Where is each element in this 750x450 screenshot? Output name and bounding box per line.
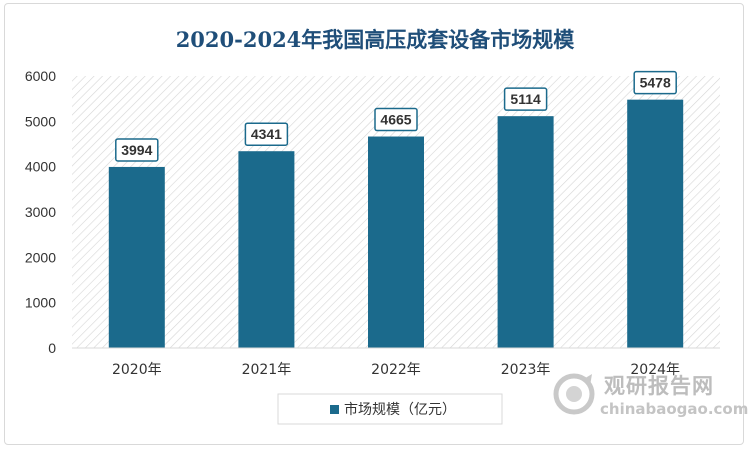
watermark-logo-icon xyxy=(553,373,595,415)
x-tick-label: 2024年 xyxy=(630,362,680,378)
y-tick-label: 1000 xyxy=(25,295,56,311)
bar-2020年 xyxy=(108,166,165,348)
data-label-text: 4665 xyxy=(380,112,411,128)
y-tick-label: 4000 xyxy=(25,159,56,175)
data-label-text: 5478 xyxy=(640,75,671,91)
data-label: 5114 xyxy=(503,87,548,111)
data-label-text: 5114 xyxy=(510,91,541,107)
y-tick-label: 2000 xyxy=(25,249,56,265)
y-tick-label: 0 xyxy=(48,340,56,356)
watermark-text-en: chinabaogao.com xyxy=(600,400,749,418)
watermark: 观研报告网 chinabaogao.com xyxy=(548,370,748,426)
legend-swatch xyxy=(330,405,339,414)
chart-title: 2020-2024年我国高压成套设备市场规模 xyxy=(175,27,575,52)
data-label: 4665 xyxy=(374,107,418,132)
data-label: 5478 xyxy=(633,70,677,95)
bar-2022年 xyxy=(368,136,424,348)
data-label-box xyxy=(374,107,418,132)
legend-box xyxy=(277,393,503,425)
data-label-box xyxy=(633,70,677,95)
data-label: 3994 xyxy=(115,138,159,162)
bar-2024年 xyxy=(627,99,684,348)
data-label-box xyxy=(115,138,159,162)
bar-2023年 xyxy=(497,116,554,348)
x-tick-label: 2023年 xyxy=(501,362,551,378)
data-label-box xyxy=(503,87,548,111)
y-tick-label: 3000 xyxy=(25,204,56,220)
x-tick-label: 2020年 xyxy=(112,362,162,378)
x-tick-label: 2021年 xyxy=(242,362,292,378)
data-label-text: 4341 xyxy=(251,126,282,142)
y-tick-label: 5000 xyxy=(25,113,56,129)
data-label: 4341 xyxy=(244,122,289,146)
data-label-text: 3994 xyxy=(121,142,152,158)
x-tick-label: 2022年 xyxy=(371,362,421,378)
watermark-text-cn: 观研报告网 xyxy=(604,374,714,398)
bar-2021年 xyxy=(238,151,295,348)
data-label-box xyxy=(244,122,289,146)
y-tick-label: 6000 xyxy=(25,68,56,84)
legend-label: 市场规模（亿元） xyxy=(344,401,456,418)
